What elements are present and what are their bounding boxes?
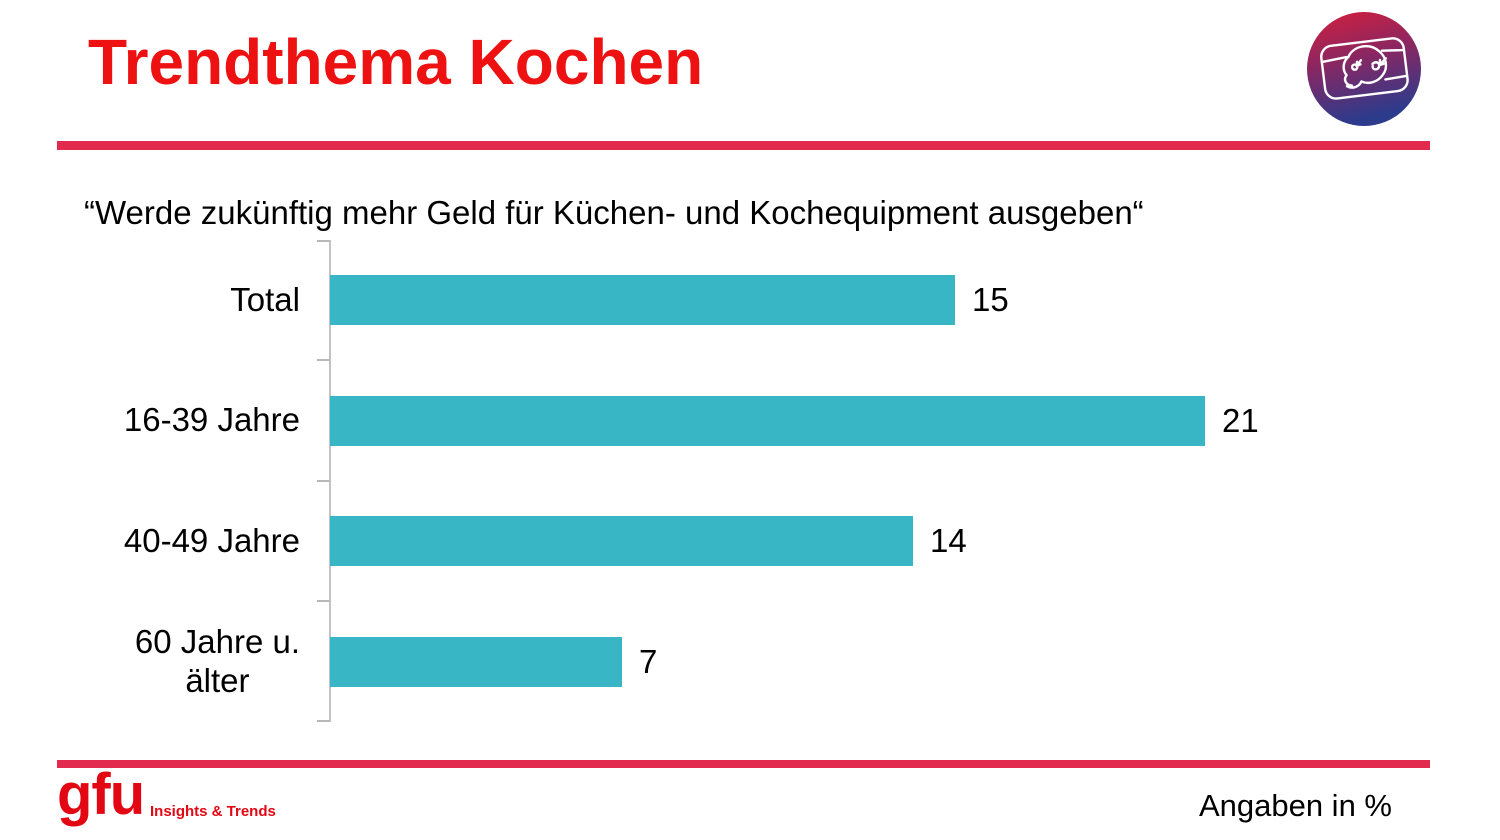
bar-total [330, 275, 955, 326]
bar-row-40-49: 40-49 Jahre 14 [0, 481, 1500, 602]
axis-tick [317, 600, 330, 602]
chart-title: “Werde zukünftig mehr Geld für Küchen- u… [84, 194, 1144, 231]
category-axis-line [329, 240, 331, 722]
axis-tick [317, 240, 330, 242]
category-label: 16-39 Jahre [123, 401, 300, 439]
bar-60-plus [330, 636, 622, 687]
axis-tick [317, 480, 330, 482]
value-label: 15 [972, 281, 1009, 319]
gfu-logo-subtext: Insights & Trends [150, 803, 276, 820]
header-divider [57, 141, 1430, 150]
bar-16-39 [330, 395, 1205, 446]
footer-divider [57, 760, 1430, 768]
axis-tick [317, 720, 330, 722]
bar-row-60-plus: 60 Jahre u. älter 7 [0, 602, 1500, 723]
value-label: 14 [930, 522, 967, 560]
category-label: Total [230, 280, 300, 318]
value-label: 21 [1222, 401, 1259, 439]
bar-chart: Total 15 16-39 Jahre 21 40-49 Jahre 14 6… [0, 240, 1500, 722]
unit-note: Angaben in % [1198, 788, 1392, 823]
category-label: 60 Jahre u. älter [134, 622, 300, 699]
gfu-insights-logo-icon [1306, 11, 1422, 127]
bar-row-16-39: 16-39 Jahre 21 [0, 361, 1500, 482]
value-label: 7 [639, 642, 658, 680]
category-label: 40-49 Jahre [123, 521, 300, 559]
bar-40-49 [330, 516, 913, 567]
page-title: Trendthema Kochen [88, 26, 704, 98]
bar-rows: Total 15 16-39 Jahre 21 40-49 Jahre 14 6… [0, 240, 1500, 722]
bar-row-total: Total 15 [0, 240, 1500, 361]
axis-tick [317, 359, 330, 361]
gfu-logo: gfu [57, 762, 145, 827]
